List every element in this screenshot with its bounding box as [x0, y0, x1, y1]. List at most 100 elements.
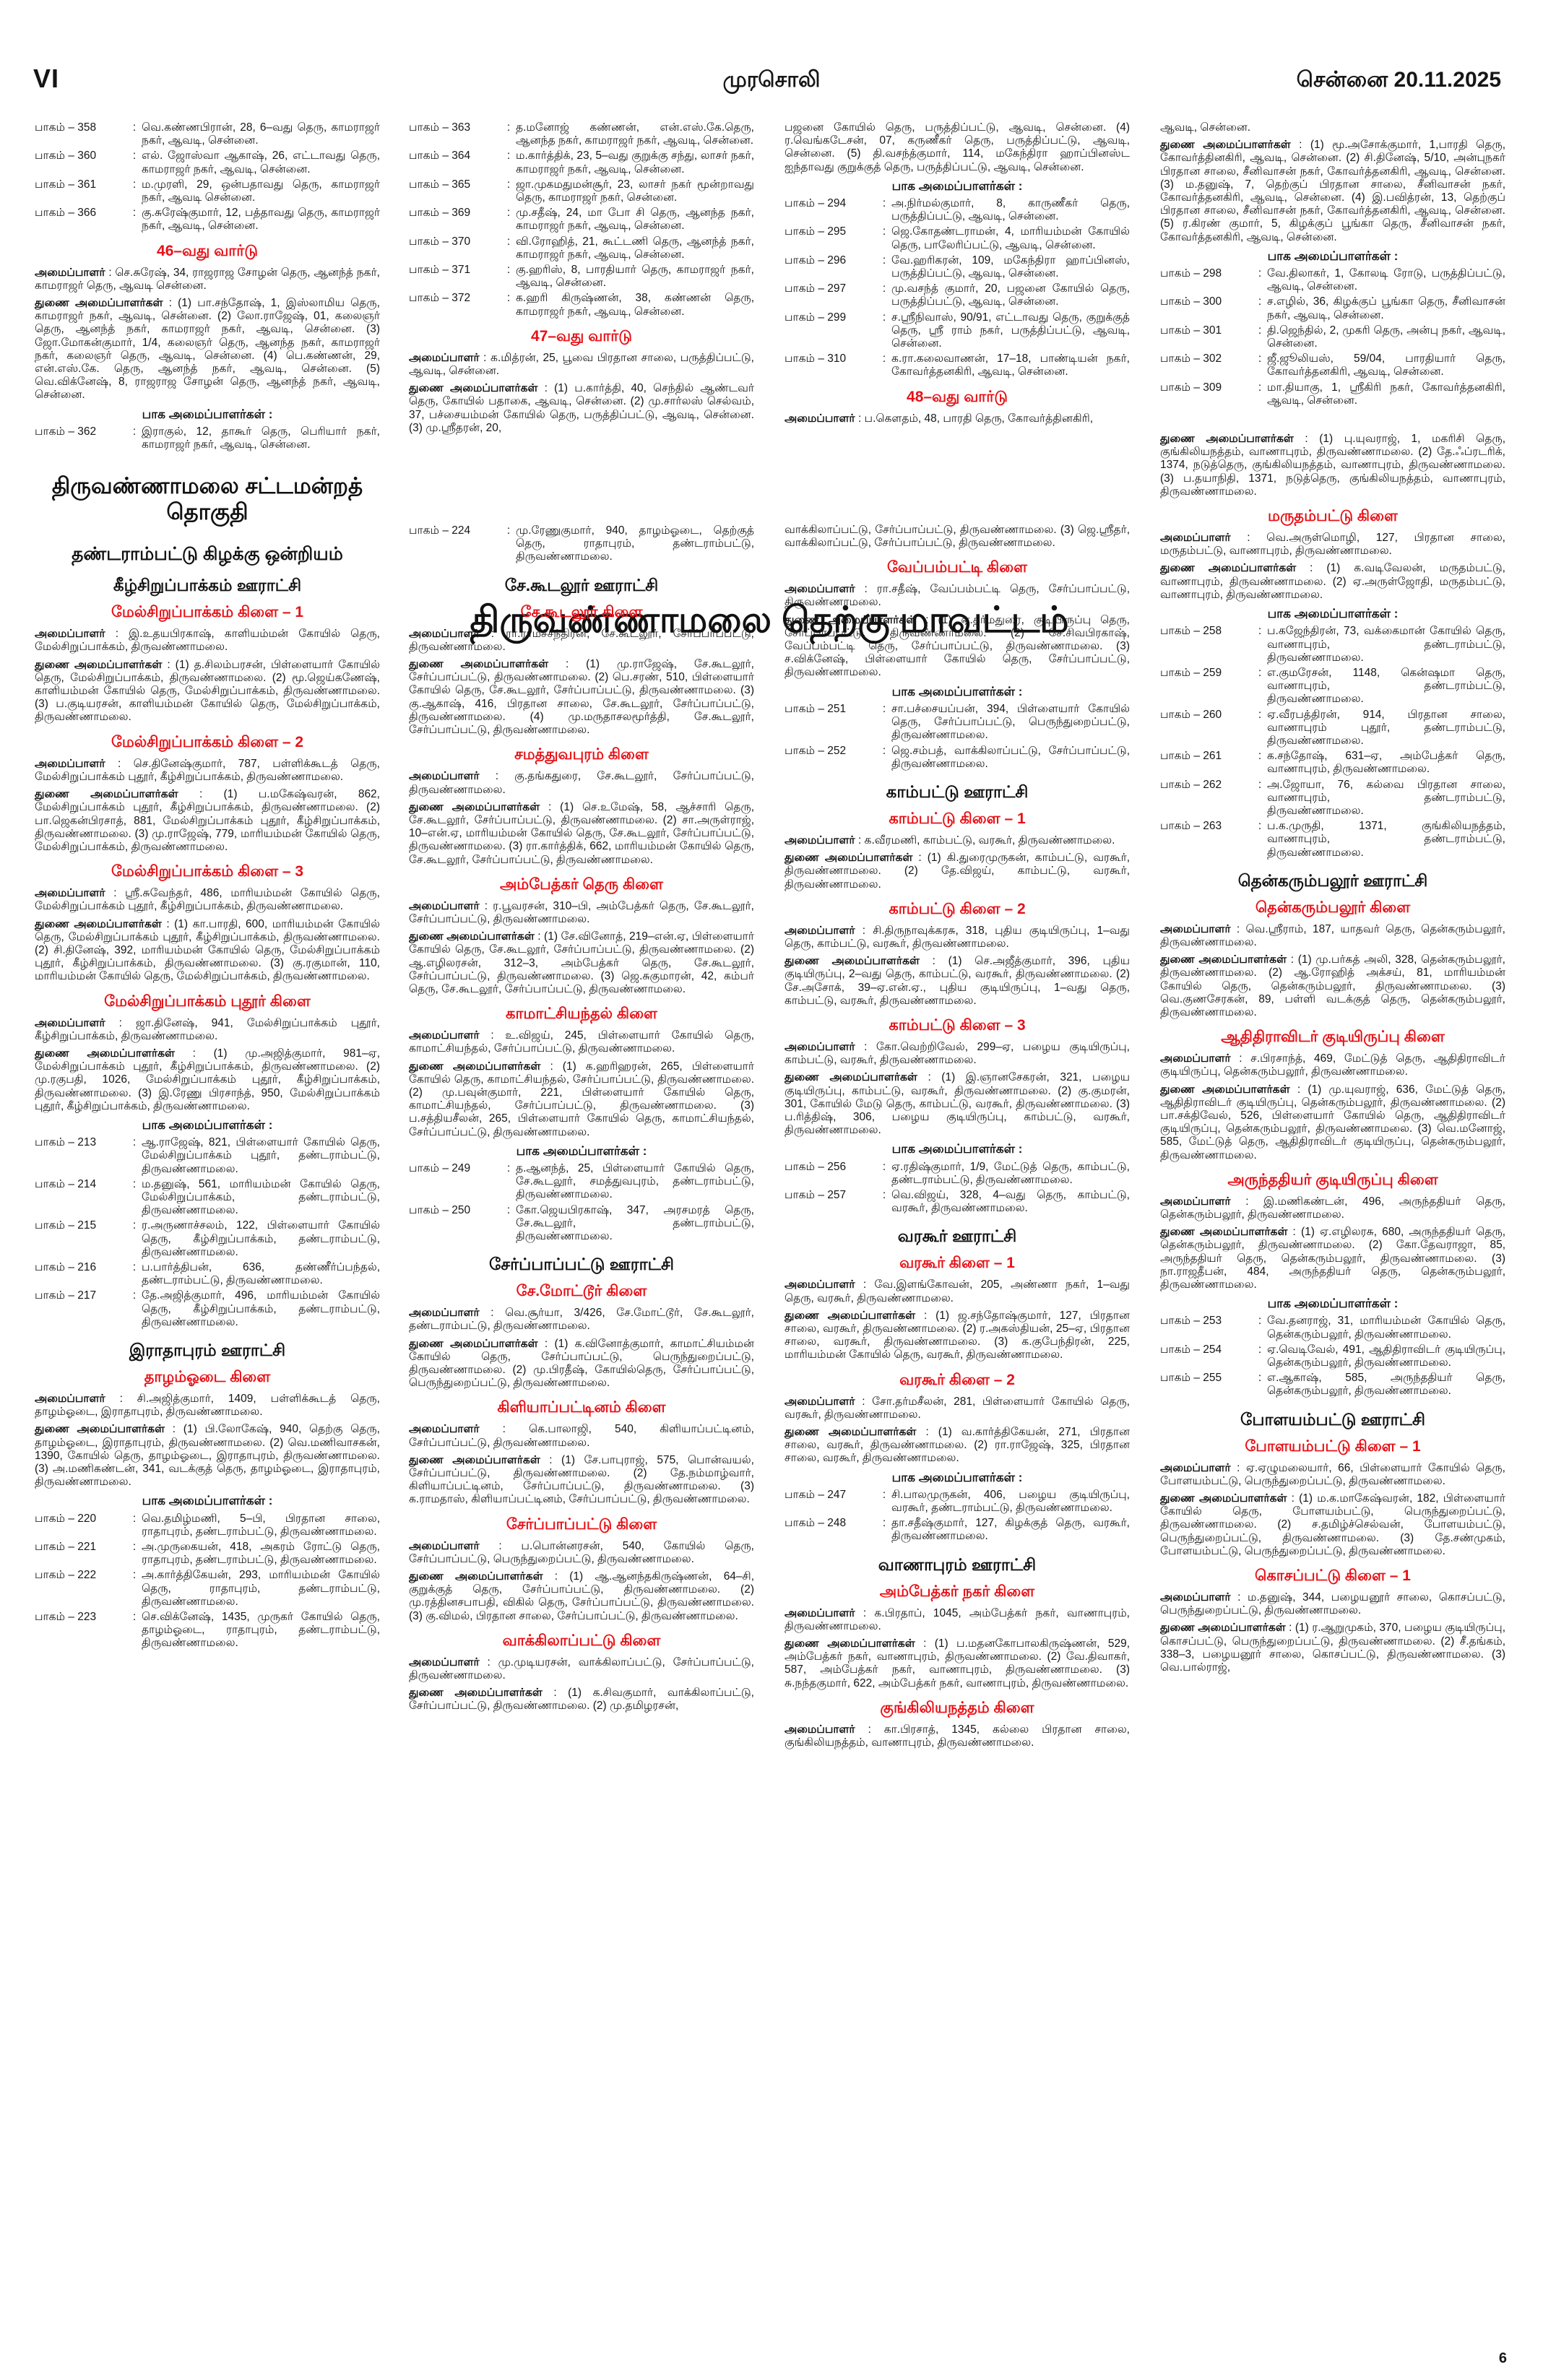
part-colon: :: [132, 150, 137, 163]
para-lead: அமைப்பாளர்: [409, 1029, 491, 1042]
deputy-organizers-para: துணை அமைப்பாளர்கள் : (1) சே.வினோத், 219–…: [409, 930, 754, 995]
organizer-para: அமைப்பாளர் : வெ.அருள்மொழி, 127, பிரதான ச…: [1160, 532, 1505, 558]
part-entry: பாகம் – 263: ப.க.முருதி, 1371, குங்கிலியந…: [1160, 820, 1505, 860]
deputy-organizers-para: துணை அமைப்பாளர்கள் : (1) மு.ராஜேஷ், சே.க…: [409, 658, 754, 737]
part-colon: :: [132, 425, 137, 438]
part-text: மு.ரேணுகுமார், 940, தாழம்ஓடை, தெற்குத் த…: [516, 524, 754, 563]
part-label: பாகம் – 364: [409, 150, 471, 163]
part-text: த.மனோஜ் கண்ணன், என்.எஸ்.கே.தெரு, ஆனந்த ந…: [516, 121, 754, 147]
organizer-para: அமைப்பாளர் : ச.பிரசாந்த், 469, மேட்டுத் …: [1160, 1052, 1505, 1078]
deputy-organizers-para: துணை அமைப்பாளர்கள் : (1) வ.கார்த்திகேயன்…: [785, 1426, 1130, 1465]
part-text: கு.ஹரிஸ், 8, பாரதியார் தெரு, காமராஜர் நக…: [516, 264, 754, 290]
para-lead: அமைப்பாளர்: [785, 583, 865, 596]
deputy-organizers-para: துணை அமைப்பாளர்கள் : (1) க.வினோத்குமார்,…: [409, 1337, 754, 1390]
organizer-para: அமைப்பாளர் : கோ.வெற்றிவேல், 299–ஏ, பழைய …: [785, 1040, 1130, 1067]
part-label: பாகம் – 310: [785, 352, 847, 365]
para-lead: அமைப்பாளர்: [35, 757, 118, 770]
part-label: பாகம் – 213: [35, 1136, 97, 1149]
deputy-organizers-para: துணை அமைப்பாளர்கள் : (1) ர.ஆறுமுகம், 370…: [1160, 1622, 1505, 1674]
para-lead: அமைப்பாளர்: [35, 1393, 120, 1405]
part-organizers-label: பாக அமைப்பாளர்கள் :: [891, 1470, 1023, 1484]
deputy-organizers-para: துணை அமைப்பாளர்கள் : (1) ப.மதனகோபாலகிருஷ…: [785, 1637, 1130, 1689]
para-lead: துணை அமைப்பாளர்கள்: [409, 658, 566, 671]
part-text: ஏ.ரதிஷ்குமார், 1/9, மேட்டுத் தெரு, காம்ப…: [891, 1160, 1130, 1186]
panchayat-heading: தென்கரும்பலூர் ஊராட்சி: [1237, 870, 1428, 890]
part-colon: :: [132, 121, 137, 134]
part-organizers-label: பாக அமைப்பாளர்கள் :: [1267, 607, 1399, 621]
part-text: ப.பார்த்திபன், 636, தண்ணீர்ப்பந்தல், தண்…: [142, 1260, 380, 1287]
part-text: அ.நிர்மல்குமார், 8, காருணீகர் தெரு, பருத…: [891, 197, 1130, 223]
part-colon: :: [882, 1188, 886, 1201]
part-colon: :: [1258, 381, 1262, 394]
part-label: பாகம் – 250: [409, 1203, 471, 1216]
organizer-para: அமைப்பாளர் : மு.முடியரசன், வாக்கிலாப்பட்…: [409, 1656, 754, 1682]
branch-heading: அம்பேத்கர் நகர் கிளை: [879, 1583, 1035, 1600]
part-colon: :: [132, 1611, 137, 1624]
organizer-para: அமைப்பாளர் : சி.திருநாவுக்கரசு, 318, புத…: [785, 924, 1130, 950]
para-lead: அமைப்பாளர்: [409, 1423, 503, 1436]
para-lead: துணை அமைப்பாளர்கள்: [785, 1071, 928, 1084]
deputy-organizers-para: துணை அமைப்பாளர்கள் : (1) மு.பர்கத் அலி, …: [1160, 953, 1505, 1018]
part-entry: பாகம் – 369: மு.சதீஷ், 24, மா போ சி தெரு,…: [409, 207, 754, 233]
para-lead: துணை அமைப்பாளர்கள்: [785, 1309, 924, 1322]
para-lead: துணை அமைப்பாளர்கள்: [409, 930, 538, 943]
part-label: பாகம் – 366: [35, 207, 97, 220]
deputy-organizers-para: துணை அமைப்பாளர்கள் : (1) மு.யுவராஜ், 636…: [1160, 1083, 1505, 1161]
organizer-para: அமைப்பாளர் : இ.உதயபிரகாஷ், காளியம்மன் கோ…: [35, 628, 380, 654]
deputy-organizers-para: துணை அமைப்பாளர்கள் : (1) மு.அஜித்குமார்,…: [35, 1047, 380, 1112]
part-text: வி.ரோஹித், 21, கூட்டணி தெரு, ஆனந்த் நகர்…: [516, 235, 754, 261]
part-text: தா.சதீஷ்குமார், 127, கிழக்குத் தெரு, வரக…: [891, 1517, 1130, 1543]
part-entry: பாகம் – 295: ஜெ.கோதண்டராமன், 4, மாரியம்மன…: [785, 225, 1130, 251]
organizer-para: அமைப்பாளர் : கெ.பாலாஜி, 540, கிளியாப்பட்…: [409, 1423, 754, 1449]
deputy-organizers-para: துணை அமைப்பாளர்கள் : (1) ஜ.சந்தோஷ்குமார்…: [785, 1309, 1130, 1362]
part-colon: :: [506, 524, 511, 537]
part-colon: :: [506, 150, 511, 163]
part-label: பாகம் – 221: [35, 1541, 97, 1554]
page-number: 6: [1498, 2350, 1507, 2366]
para-lead: துணை அமைப்பாளர்கள்: [409, 382, 545, 395]
column-gap: [1160, 410, 1505, 428]
deputy-organizers-para: துணை அமைப்பாளர்கள் : (1) க.வடிவேலன், மரு…: [1160, 562, 1505, 601]
organizer-para: அமைப்பாளர் : வே.இளங்கோவன், 205, அண்ணா நக…: [785, 1278, 1130, 1304]
part-label: பாகம் – 251: [785, 702, 847, 715]
organizer-para: அமைப்பாளர் : ஜா.தினேஷ், 941, மேல்சிறுப்ப…: [35, 1016, 380, 1042]
para-lead: துணை அமைப்பாளர்கள்: [409, 1060, 550, 1073]
para-lead: துணை அமைப்பாளர்கள்: [1160, 433, 1305, 446]
part-text: அ.முருகையன், 418, அகரம் ரோட்டு தெரு, ராத…: [142, 1541, 380, 1567]
part-entry: பாகம் – 300: ச.எழில், 36, கிழக்குப் பூங்க…: [1160, 295, 1505, 321]
part-colon: :: [132, 1541, 137, 1554]
part-entry: பாகம் – 257: வெ.விஜய், 328, 4–வது தெரு, க…: [785, 1189, 1130, 1215]
para-lead: அமைப்பாளர்: [35, 887, 114, 900]
part-entry: பாகம் – 365: ஜா.முகமதுமன்சூர், 23, லாசர் …: [409, 178, 754, 204]
part-text: ப.க.முருதி, 1371, குங்கிலியநத்தம், வாணாப…: [1267, 820, 1505, 859]
branch-heading: சேர்ப்பாப்பட்டு கிளை: [506, 1515, 657, 1533]
part-label: பாகம் – 301: [1160, 324, 1222, 337]
organizer-para: அமைப்பாளர் : க.மித்ரன், 25, பூவை பிரதான …: [409, 351, 754, 378]
constituency-heading: திருவண்ணாமலை சட்டமன்றத் தொகுதி: [51, 473, 363, 525]
part-text: சா.பச்சையப்பன், 394, பிள்ளையார் கோயில் த…: [891, 702, 1130, 742]
para-lead: அமைப்பாளர்: [1160, 1052, 1240, 1065]
para-lead: துணை அமைப்பாளர்கள்: [409, 800, 549, 813]
part-colon: :: [132, 207, 137, 220]
panchayat-heading: போளயம்பட்டு ஊராட்சி: [1240, 1409, 1425, 1429]
continuation-text: வாக்கிலாப்பட்டு, சேர்ப்பாப்பட்டு, திருவண…: [785, 523, 1130, 550]
part-label: பாகம் – 252: [785, 744, 847, 757]
para-lead: அமைப்பாளர்: [35, 1016, 119, 1029]
part-entry: பாகம் – 251: சா.பச்சையப்பன், 394, பிள்ளைய…: [785, 703, 1130, 743]
para-lead: துணை அமைப்பாளர்கள்: [35, 658, 168, 671]
part-text: ம.முரளி, 29, ஒன்பதாவது தெரு, காமராஜர் நக…: [142, 178, 380, 204]
branch-heading: சே.மோட்டூர் கிளை: [516, 1283, 647, 1300]
deputy-organizers-para: துணை அமைப்பாளர்கள் : (1) க.ஹரிஹரன், 265,…: [409, 1060, 754, 1138]
para-lead: துணை அமைப்பாளர்கள்: [1160, 1492, 1292, 1505]
branch-heading: கொசப்பட்டு கிளை – 1: [1255, 1567, 1411, 1585]
part-label: பாகம் – 372: [409, 292, 471, 305]
para-lead: அமைப்பாளர்: [35, 628, 116, 641]
part-text: ம.தனுஷ், 561, மாரியம்மன் கோயில் தெரு, மே…: [142, 1177, 380, 1217]
part-entry: பாகம் – 214: ம.தனுஷ், 561, மாரியம்மன் கோய…: [35, 1178, 380, 1218]
part-colon: :: [882, 1517, 886, 1530]
part-colon: :: [506, 1203, 511, 1216]
part-label: பாகம் – 309: [1160, 381, 1222, 394]
para-lead: துணை அமைப்பாளர்கள்: [1160, 1622, 1289, 1635]
branch-heading: குங்கிலியநத்தம் கிளை: [880, 1699, 1034, 1716]
para-lead: அமைப்பாளர்: [1160, 532, 1248, 545]
